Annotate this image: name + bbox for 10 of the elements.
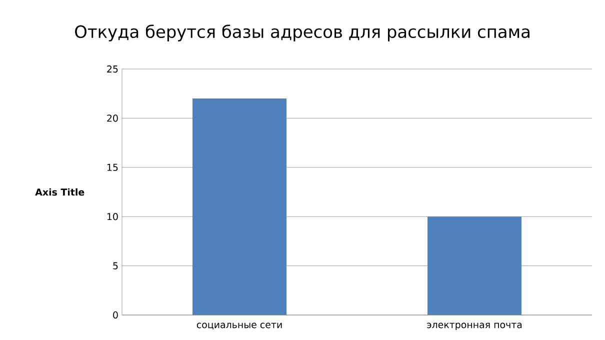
y-tick-label: 25 <box>107 65 118 73</box>
y-tick-label: 20 <box>107 114 118 122</box>
y-tick-label: 10 <box>107 213 118 220</box>
y-tick-label: 5 <box>113 262 118 270</box>
y-axis-title: Axis Title <box>35 188 84 196</box>
x-tick-label: социальные сети <box>196 322 282 330</box>
y-tick-label: 0 <box>113 311 118 319</box>
y-tick-label: 15 <box>107 164 118 171</box>
x-tick-label: электронная почта <box>427 322 522 330</box>
chart-title: Откуда берутся базы адресов для рассылки спама <box>75 24 530 42</box>
